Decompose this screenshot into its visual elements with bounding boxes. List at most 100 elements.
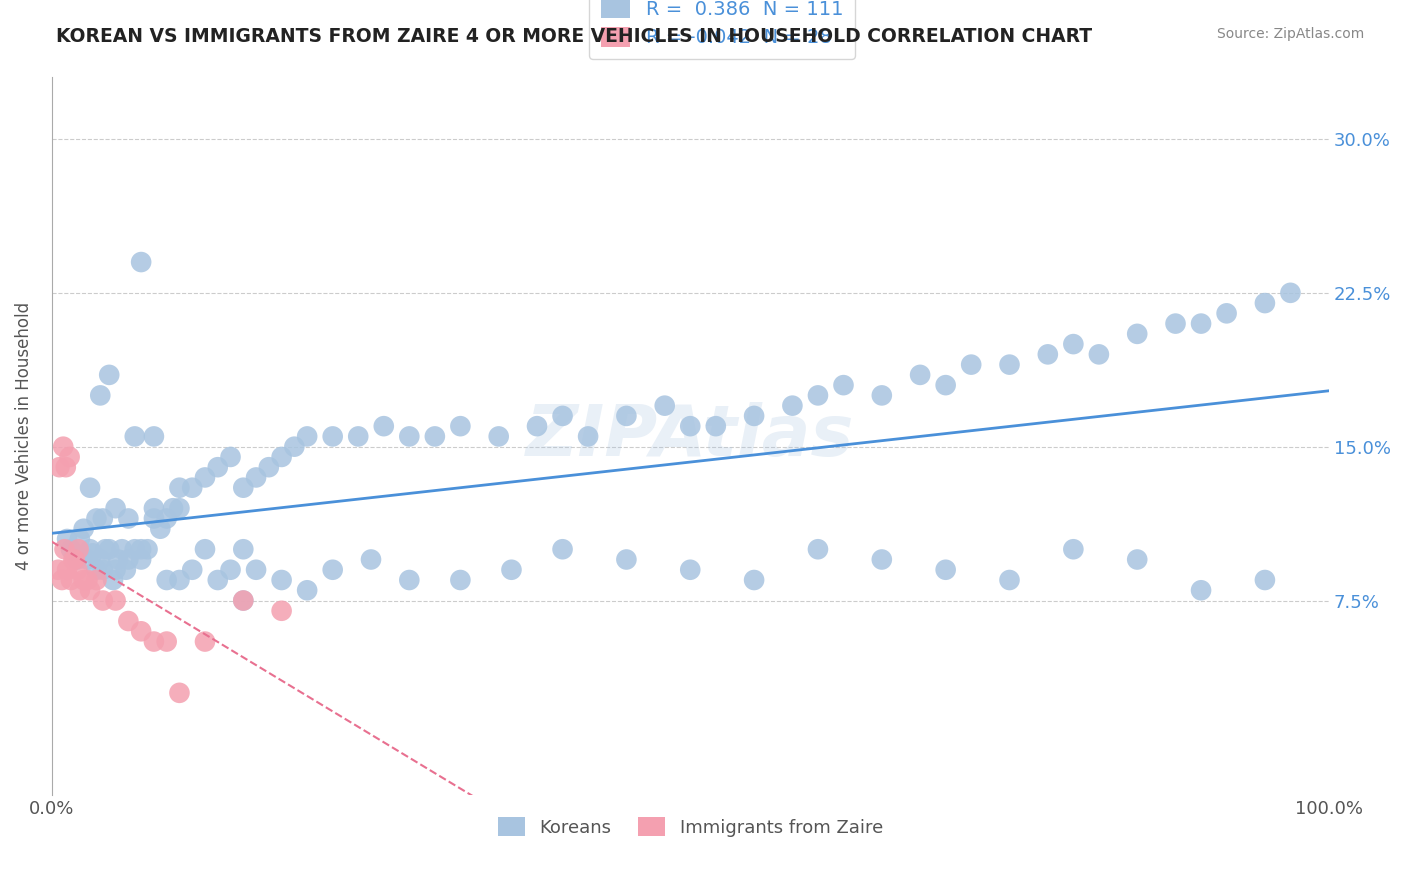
Point [1279,285,1302,300]
Point [219,450,242,464]
Point [870,552,893,566]
Point [616,409,638,423]
Point [162,501,184,516]
Point [194,634,217,648]
Point [63,546,86,560]
Point [59,573,82,587]
Point [86,573,108,587]
Point [89,552,111,566]
Point [181,481,204,495]
Point [654,399,676,413]
Point [48,460,70,475]
Point [67,542,90,557]
Point [142,634,165,648]
Point [169,501,191,516]
Point [449,573,471,587]
Point [1215,306,1237,320]
Point [832,378,855,392]
Point [59,450,82,464]
Point [679,419,702,434]
Point [107,552,129,566]
Point [56,563,79,577]
Point [347,429,370,443]
Point [398,429,420,443]
Point [551,409,574,423]
Point [169,686,191,700]
Point [56,532,79,546]
Point [79,481,101,495]
Point [76,552,98,566]
Point [156,511,179,525]
Point [449,419,471,434]
Point [232,542,254,557]
Point [870,388,893,402]
Y-axis label: 4 or more Vehicles in Household: 4 or more Vehicles in Household [15,302,32,571]
Point [908,368,931,382]
Point [807,388,830,402]
Point [91,563,114,577]
Point [89,388,111,402]
Point [124,542,146,557]
Point [1062,542,1084,557]
Point [86,563,108,577]
Point [232,593,254,607]
Point [86,511,108,525]
Point [91,511,114,525]
Point [782,399,804,413]
Point [704,419,727,434]
Point [245,470,267,484]
Point [616,552,638,566]
Point [63,552,86,566]
Point [79,583,101,598]
Point [423,429,446,443]
Point [742,573,765,587]
Point [129,624,152,639]
Point [1088,347,1111,361]
Point [1254,296,1277,310]
Point [129,255,152,269]
Point [207,573,229,587]
Point [59,542,82,557]
Point [66,563,89,577]
Point [207,460,229,475]
Point [1189,583,1212,598]
Point [101,573,124,587]
Point [257,460,280,475]
Legend: Koreans, Immigrants from Zaire: Koreans, Immigrants from Zaire [491,810,890,844]
Point [488,429,510,443]
Point [94,542,117,557]
Point [576,429,599,443]
Point [46,563,69,577]
Point [111,542,134,557]
Point [295,583,318,598]
Point [104,501,127,516]
Point [55,460,77,475]
Point [270,604,292,618]
Text: ZIPAtlas: ZIPAtlas [526,402,855,471]
Point [232,593,254,607]
Point [69,532,91,546]
Point [398,573,420,587]
Point [1189,317,1212,331]
Point [129,552,152,566]
Point [73,522,96,536]
Point [104,563,127,577]
Point [360,552,382,566]
Point [156,573,179,587]
Point [194,470,217,484]
Point [270,450,292,464]
Point [53,542,76,557]
Point [73,573,96,587]
Point [149,522,172,536]
Point [114,563,136,577]
Point [142,511,165,525]
Point [124,429,146,443]
Point [169,481,191,495]
Text: KOREAN VS IMMIGRANTS FROM ZAIRE 4 OR MORE VEHICLES IN HOUSEHOLD CORRELATION CHAR: KOREAN VS IMMIGRANTS FROM ZAIRE 4 OR MOR… [56,27,1092,45]
Point [62,552,84,566]
Point [82,546,104,560]
Point [104,593,127,607]
Point [322,429,344,443]
Point [283,440,305,454]
Point [526,419,548,434]
